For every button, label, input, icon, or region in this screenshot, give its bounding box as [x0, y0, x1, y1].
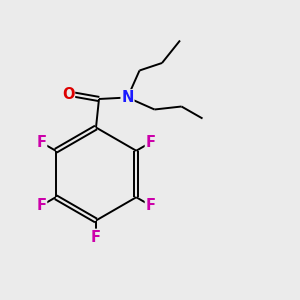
Text: F: F — [36, 198, 46, 213]
Text: F: F — [91, 230, 101, 244]
Text: F: F — [146, 135, 156, 150]
Text: F: F — [36, 135, 46, 150]
Text: F: F — [146, 198, 156, 213]
Text: O: O — [62, 87, 74, 102]
Text: N: N — [121, 90, 134, 105]
